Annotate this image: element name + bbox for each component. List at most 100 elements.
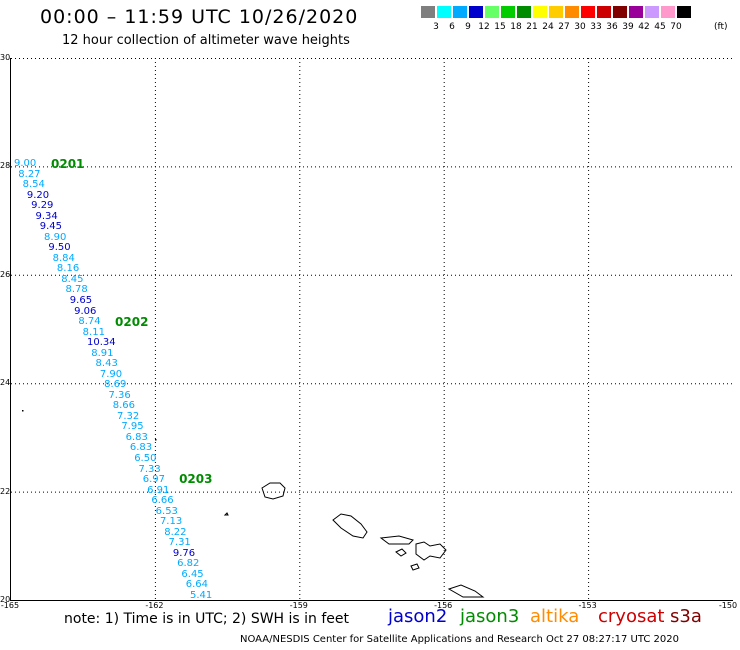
color-legend: 3 6 9 12 15 18 21 24 27 30 33 36 39 42 45 70 (ft) — [420, 5, 728, 32]
wave-height-value: 9.20 — [26, 189, 50, 201]
legend-label: 33 — [590, 22, 602, 32]
island-point — [22, 410, 24, 412]
wave-height-value: 9.76 — [172, 547, 196, 559]
legend-label: 9 — [465, 22, 471, 32]
longitude-label: -156 — [434, 601, 453, 610]
wave-height-value: 8.84 — [52, 252, 75, 264]
legend-label: 24 — [542, 22, 554, 32]
wave-height-value: 8.91 — [91, 347, 114, 359]
legend-label: 12 — [478, 22, 490, 32]
wave-height-value: 6.82 — [177, 558, 200, 570]
wave-height-value: 7.32 — [117, 410, 140, 422]
legend-label: 15 — [494, 22, 506, 32]
legend-swatch — [644, 5, 660, 19]
wave-height-value: 8.27 — [18, 168, 41, 180]
legend-swatch — [564, 5, 580, 19]
wave-height-value: 7.13 — [159, 516, 183, 528]
satellite-name: jason3 — [460, 606, 520, 627]
longitude-label: -159 — [289, 601, 308, 610]
wave-height-value: 6.64 — [185, 579, 208, 591]
legend-swatch — [660, 5, 676, 19]
satellite-name: s3a — [670, 606, 702, 627]
wave-height-value: 8.43 — [95, 358, 118, 370]
wave-height-value: 9.50 — [48, 242, 71, 254]
longitude-label: -165 — [0, 601, 20, 610]
wave-height-value: 9.29 — [31, 200, 54, 212]
latitude-label: 24 — [0, 378, 11, 388]
island-lanai — [395, 548, 407, 557]
credit-line: NOAA/NESDIS Center for Satellite Applica… — [240, 634, 679, 645]
wave-height-value: 8.69 — [104, 379, 127, 391]
wave-height-value: 8.16 — [56, 263, 80, 275]
satellite-name: altika — [530, 606, 580, 627]
wave-height-value: 7.95 — [121, 421, 144, 433]
legend-labels: 3 6 9 12 15 18 21 24 27 30 33 36 39 42 45 70 — [420, 22, 740, 36]
latitude-label: 28 — [0, 161, 11, 171]
map-area[interactable] — [10, 58, 733, 601]
wave-height-value: 6.97 — [142, 474, 166, 486]
island-molokai — [379, 535, 414, 545]
island-oahu — [332, 513, 368, 539]
legend-swatch — [452, 5, 468, 19]
island-niihau — [223, 512, 229, 516]
wave-height-value: 9.45 — [39, 221, 63, 233]
wave-height-value: 6.91 — [147, 484, 170, 496]
island-maui — [415, 541, 447, 561]
island-kauai — [261, 482, 286, 500]
legend-swatch — [532, 5, 548, 19]
legend-label: 3 — [433, 22, 439, 32]
island-hawaii — [447, 584, 485, 598]
legend-swatch — [580, 5, 596, 19]
pass-id-label: 0202 — [115, 314, 149, 329]
latitude-label: 30 — [0, 53, 11, 62]
legend-label: 18 — [510, 22, 522, 32]
legend-swatches — [420, 5, 692, 19]
wave-height-value: 10.34 — [86, 337, 116, 349]
legend-swatch — [516, 5, 532, 19]
legend-unit: (ft) — [714, 22, 728, 32]
wave-height-value: 8.66 — [112, 400, 135, 412]
wave-height-value: 8.90 — [44, 231, 67, 243]
page-subtitle: 12 hour collection of altimeter wave hei… — [62, 33, 350, 48]
legend-label: 21 — [526, 22, 538, 32]
latitude-label: 20 — [0, 595, 11, 604]
legend-swatch — [612, 5, 628, 19]
wave-height-value: 6.50 — [134, 453, 157, 465]
wave-height-value: 9.65 — [69, 294, 93, 306]
legend-swatch — [548, 5, 564, 19]
wave-height-value: 5.41 — [190, 590, 213, 601]
satellite-name: cryosat — [598, 606, 665, 627]
wave-height-value: 9.06 — [74, 305, 97, 317]
wave-height-value: 8.74 — [78, 316, 101, 328]
wave-height-value: 6.83 — [129, 442, 153, 454]
footnote: note: 1) Time is in UTC; 2) SWH is in fe… — [64, 611, 350, 627]
legend-label: 45 — [654, 22, 666, 32]
wave-height-value: 6.45 — [181, 568, 204, 580]
satellite-name: jason2 — [388, 606, 448, 627]
legend-swatch — [436, 5, 452, 19]
legend-label: 6 — [449, 22, 455, 32]
wave-height-value: 9.34 — [35, 210, 58, 222]
legend-label: 39 — [622, 22, 634, 32]
wave-height-value: 6.83 — [125, 431, 148, 443]
legend-swatch — [484, 5, 500, 19]
island-point — [155, 439, 157, 441]
wave-height-value: 8.22 — [164, 526, 187, 538]
gridlines — [11, 58, 733, 600]
latitude-label: 26 — [0, 269, 11, 279]
longitude-label: -162 — [145, 601, 164, 610]
longitude-label: -153 — [578, 601, 597, 610]
legend-label: 30 — [574, 22, 586, 32]
island-kahoolawe — [410, 563, 420, 571]
wave-height-value: 8.11 — [82, 326, 105, 338]
legend-swatch — [500, 5, 516, 19]
wave-height-value: 8.78 — [65, 284, 88, 296]
legend-label: 42 — [638, 22, 650, 32]
legend-swatch — [628, 5, 644, 19]
wave-height-value: 7.90 — [99, 368, 123, 380]
wave-height-value: 6.66 — [151, 495, 174, 507]
map-graphics — [11, 58, 733, 600]
legend-label: 27 — [558, 22, 570, 32]
longitude-label: -150 — [718, 601, 738, 610]
legend-swatch — [596, 5, 612, 19]
